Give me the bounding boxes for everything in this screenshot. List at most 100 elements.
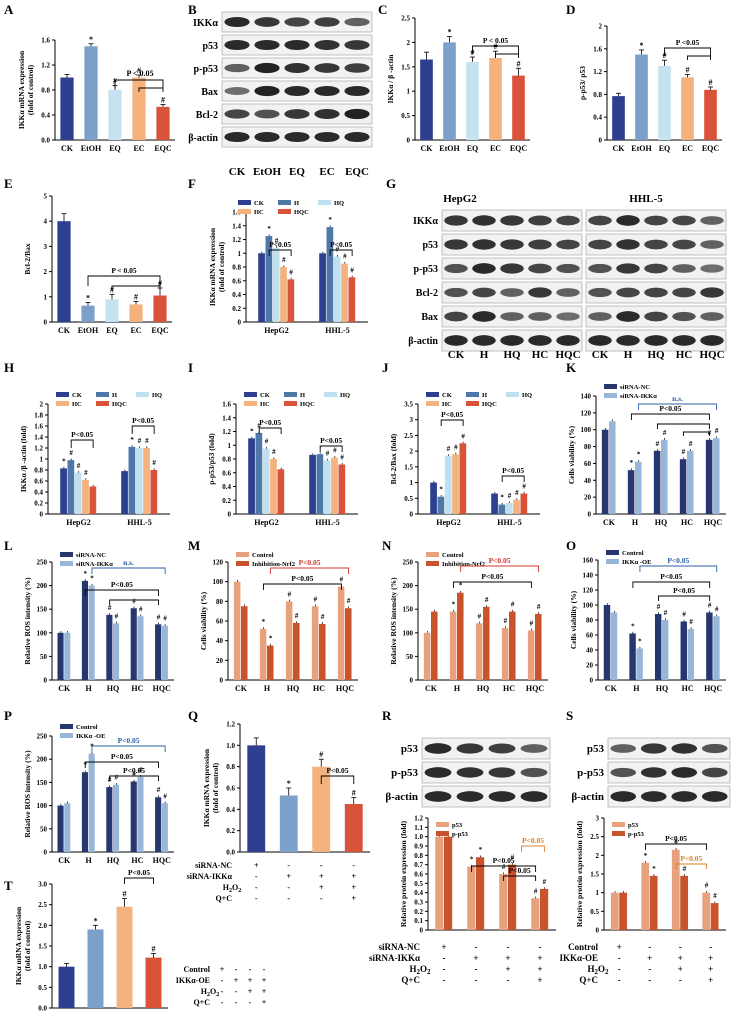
x-tick-label: EC — [490, 144, 501, 153]
blot-band — [224, 63, 250, 73]
treatment-sign: - — [648, 975, 651, 985]
y-tick-label: 1 — [228, 442, 232, 450]
significance-mark: * — [439, 486, 443, 494]
bar — [706, 612, 713, 680]
blot-band — [424, 743, 452, 754]
y-tick-label: 0.4 — [232, 291, 241, 299]
legend-label: HQ — [152, 392, 162, 399]
blot-row-label: p-p53 — [577, 767, 604, 779]
treatment-label: H2O2 — [223, 883, 241, 894]
bar — [74, 472, 82, 514]
y-tick-label: 3.0 — [38, 881, 47, 889]
treatment-sign: - — [475, 975, 478, 985]
y-axis-label: Bcl-2/Bax (fold) — [389, 433, 398, 484]
y-axis-label: IKKα mRNA expression — [14, 906, 23, 985]
significance-mark: # — [511, 854, 515, 862]
y-tick-label: 0.4 — [41, 112, 50, 120]
bar — [323, 460, 331, 514]
x-tick-label: CK — [235, 684, 248, 693]
treatment-label: siRNA-NC — [379, 942, 421, 952]
significance-mark: # — [132, 770, 136, 778]
blot-band — [456, 791, 484, 802]
significance-mark: # — [657, 603, 661, 611]
y-tick-label: 50 — [40, 653, 48, 661]
blot-band — [528, 335, 552, 346]
blot-band — [314, 85, 340, 97]
blot-band — [672, 335, 696, 346]
blot-g-hhl5-row — [585, 209, 727, 232]
legend-swatch — [244, 392, 257, 397]
y-axis-label: Cells viability (%) — [567, 425, 576, 484]
bracket-f2 — [329, 249, 353, 256]
blot-band — [314, 40, 340, 50]
y-tick-label: 0.8 — [232, 264, 241, 272]
significance-mark: # — [138, 437, 142, 445]
significance-mark: # — [686, 65, 690, 74]
blot-band — [528, 263, 552, 274]
blot-band — [284, 17, 310, 27]
y-axis-label: Cells viability (%) — [569, 590, 578, 649]
treatment-sign: - — [249, 998, 252, 1007]
significance-mark: # — [663, 429, 667, 437]
bar — [137, 776, 144, 852]
bar — [457, 592, 464, 680]
blot-band — [314, 63, 340, 73]
legend-swatch — [436, 831, 449, 836]
significance-mark: # — [664, 609, 668, 617]
significance-mark: # — [145, 437, 149, 445]
x-tick-label: EQC — [702, 144, 720, 153]
y-tick-label: 0 — [590, 677, 594, 685]
legend-swatch — [606, 550, 619, 555]
legend-swatch — [56, 392, 69, 397]
y-tick-label: 140 — [581, 393, 592, 401]
y-tick-label: 250 — [37, 733, 48, 741]
bracket-s-orange-label: P<0.05 — [680, 854, 702, 863]
x-tick-label: EtOH — [439, 144, 460, 153]
bracket-e2 — [111, 285, 161, 290]
y-tick-label: 0.5 — [590, 908, 599, 916]
significance-mark: # — [504, 617, 508, 625]
blot-band — [616, 263, 640, 274]
x-tick-label: H — [454, 684, 461, 693]
y-tick-label: 5 — [44, 193, 48, 201]
bar — [255, 432, 263, 514]
legend-label: p53 — [628, 822, 639, 829]
y-tick-label: 0.2 — [414, 908, 423, 916]
x-tick-label: CK — [425, 684, 438, 693]
treatment-sign: - — [287, 883, 290, 892]
significance-mark: # — [272, 448, 276, 456]
bar — [531, 898, 540, 930]
blot-band — [254, 17, 280, 27]
bar — [319, 623, 326, 680]
bar — [338, 464, 346, 514]
y-tick-label: 0.8 — [226, 763, 235, 771]
blot-band — [472, 287, 496, 298]
bar — [710, 903, 719, 930]
blot-band — [472, 215, 496, 226]
bar — [437, 496, 445, 514]
legend-label: H — [294, 200, 299, 207]
x-tick-label: H — [85, 684, 92, 693]
panel-letter-f: F — [188, 176, 196, 191]
legend-label: siRNA-NC — [620, 384, 650, 391]
blot-band — [444, 311, 468, 322]
legend-swatch — [60, 561, 73, 566]
bar — [535, 613, 542, 680]
y-axis-label: Relative protein expression (fold) — [399, 820, 408, 927]
treatment-label: Q+C — [579, 975, 598, 985]
y-tick-label: 0 — [228, 511, 232, 519]
bar — [610, 892, 619, 930]
bar — [680, 875, 689, 930]
y-tick-label: 0.6 — [414, 871, 423, 879]
blot-b-row — [221, 80, 373, 102]
bar — [129, 304, 143, 322]
significance-mark: # — [515, 489, 519, 497]
x-tick-label: CK — [58, 326, 71, 335]
bracket-eq-eqc — [114, 79, 164, 88]
significance-mark: # — [340, 576, 344, 584]
bar — [491, 493, 498, 514]
bar — [145, 957, 162, 1008]
legend-swatch — [284, 401, 297, 406]
blot-band — [520, 767, 548, 778]
